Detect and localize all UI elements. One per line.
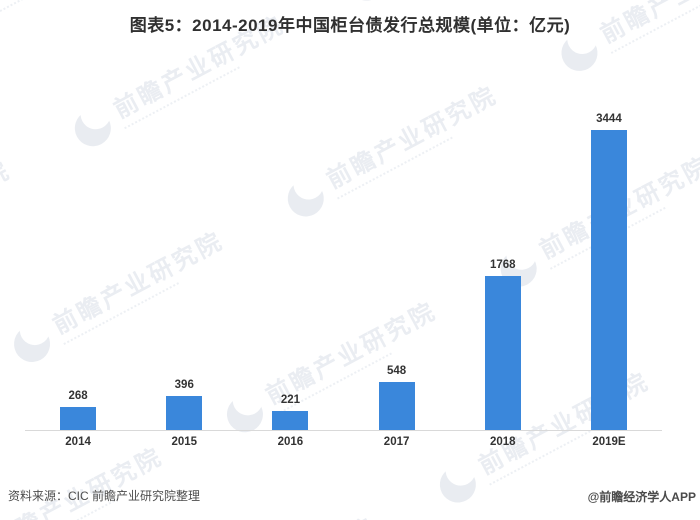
bar-series: 268 396 221 548 1768 3444 xyxy=(25,105,662,430)
bar-value-label: 3444 xyxy=(596,112,622,125)
watermark-logo-icon xyxy=(433,460,483,509)
bar-slot: 548 xyxy=(344,105,450,430)
x-axis-tick-label: 2019E xyxy=(592,436,626,448)
x-axis-tick-label: 2015 xyxy=(171,436,198,448)
credit-note: @前瞻经济学人APP xyxy=(587,490,696,504)
watermark-text-block: 前瞻产业研究院 xyxy=(0,156,18,275)
watermark-text: 前瞻产业研究院 xyxy=(687,437,700,520)
x-axis-tick-label: 2014 xyxy=(65,436,91,448)
bar xyxy=(378,382,415,430)
bar-value-label: 268 xyxy=(68,389,88,402)
bar xyxy=(166,396,203,430)
x-axis-line xyxy=(25,430,662,431)
watermark-logo-icon xyxy=(342,0,391,8)
bar-slot: 396 xyxy=(131,105,237,430)
watermark-tile: 前瞻产业研究院 xyxy=(0,442,171,520)
watermark-tile: 前瞻产业研究院 xyxy=(160,512,384,520)
bar xyxy=(60,407,97,430)
bar xyxy=(590,130,627,430)
bar-slot: 1768 xyxy=(450,105,556,430)
bar-slot: 221 xyxy=(237,105,343,430)
watermark-text: 前瞻产业研究院 xyxy=(201,513,381,520)
source-note: 资料来源：CIC 前瞻产业研究院整理 xyxy=(8,489,201,503)
watermark-text-block: 前瞻产业研究院 xyxy=(201,513,383,520)
x-axis-tick-label: 2018 xyxy=(489,436,516,448)
watermark-subline xyxy=(489,422,605,486)
bar xyxy=(272,411,309,430)
watermark-tile: 前瞻产业研究院 xyxy=(0,156,19,298)
watermark-tile: 前瞻产业研究院 xyxy=(646,437,700,520)
bar-value-label: 221 xyxy=(280,393,301,406)
watermark-text: 前瞻产业研究院 xyxy=(0,442,168,520)
bar xyxy=(484,276,521,430)
bar-value-label: 396 xyxy=(174,378,194,391)
bar-value-label: 548 xyxy=(387,364,407,377)
bar-chart-plot-area: 268 396 221 548 1768 3444 xyxy=(25,105,662,430)
watermark-text-block: 前瞻产业研究院 xyxy=(0,442,170,520)
x-axis-tick-labels: 2014 2015 2016 2017 2018 2019E xyxy=(25,436,662,448)
x-axis-tick-label: 2016 xyxy=(277,436,304,448)
watermark-text: 前瞻产业研究院 xyxy=(0,156,16,270)
watermark-text-block: 前瞻产业研究院 xyxy=(687,437,700,520)
chart-title: 图表5：2014-2019年中国柜台债发行总规模(单位：亿元) xyxy=(129,16,571,35)
bar-slot: 268 xyxy=(25,105,131,430)
bar-slot: 3444 xyxy=(556,105,662,430)
bar-value-label: 1768 xyxy=(489,258,516,271)
x-axis-tick-label: 2017 xyxy=(383,436,410,448)
watermark-tile: 前瞻产业研究院 xyxy=(342,0,566,8)
